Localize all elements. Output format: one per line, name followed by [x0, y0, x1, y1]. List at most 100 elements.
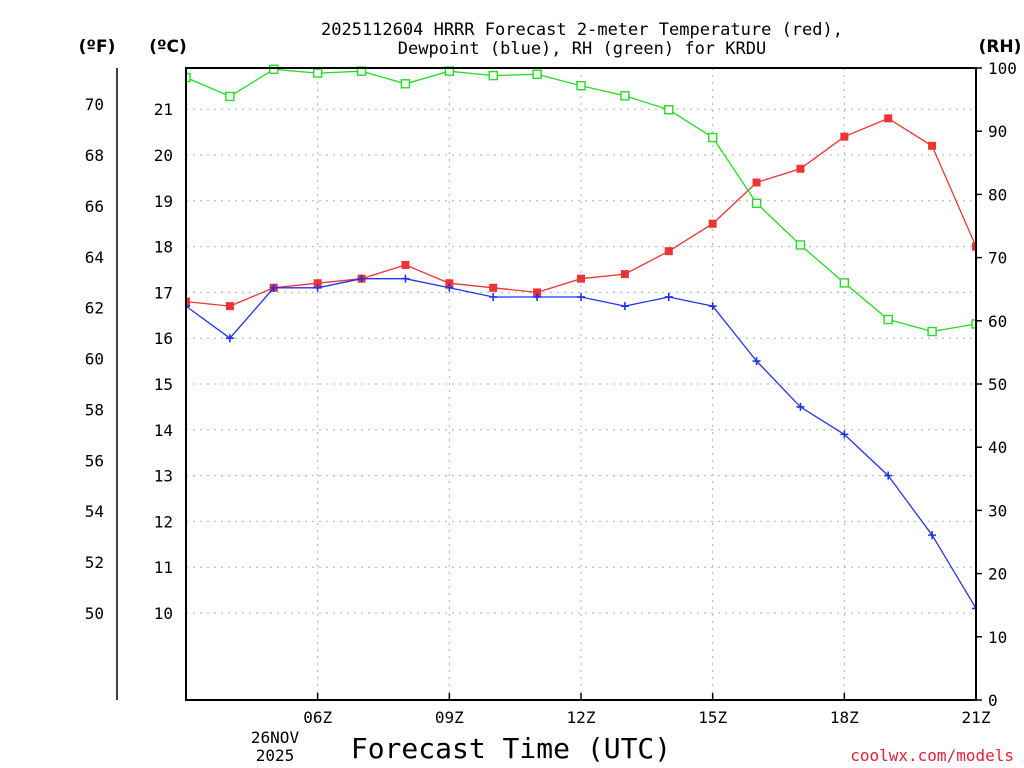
time-tick-label: 21Z	[962, 708, 991, 727]
temperature-point	[840, 132, 849, 141]
rh-point	[620, 91, 630, 101]
temperature-point	[533, 288, 542, 297]
time-tick-label: 15Z	[698, 708, 727, 727]
fahrenheit-tick-label: 66	[85, 197, 104, 216]
rh-point	[971, 319, 976, 329]
dewpoint-point	[533, 292, 542, 301]
celsius-tick-label: 16	[154, 329, 173, 348]
temperature-point	[972, 242, 976, 251]
rh-point	[664, 105, 674, 115]
dewpoint-point	[752, 357, 761, 366]
rh-tick-label: 10	[988, 628, 1007, 647]
series-group	[186, 64, 1024, 654]
chart-title-line-1: 2025112604 HRRR Forecast 2-meter Tempera…	[321, 20, 843, 40]
celsius-unit-label: (ºC)	[149, 37, 187, 57]
rh-tick-label: 40	[988, 438, 1007, 457]
time-tick-label: 18Z	[830, 708, 859, 727]
rh-point	[883, 314, 893, 325]
fahrenheit-tick-label: 70	[85, 95, 104, 114]
fahrenheit-tick-label: 50	[85, 604, 104, 623]
rh-point	[269, 64, 279, 74]
dewpoint-point	[445, 283, 454, 292]
fahrenheit-tick-label: 68	[85, 146, 104, 165]
rh-point	[927, 326, 937, 337]
x-axis-title: Forecast Time (UTC)	[351, 732, 671, 765]
celsius-tick-label: 12	[154, 512, 173, 531]
dewpoint-point	[401, 274, 410, 283]
rh-point	[795, 240, 806, 250]
date-label-year: 2025	[256, 746, 295, 765]
celsius-axis-ticks: 10 11 12 13 14 15 16 17 18 19 20 21	[154, 100, 173, 623]
celsius-tick-label: 14	[154, 421, 173, 440]
fahrenheit-tick-label: 52	[85, 553, 104, 572]
fahrenheit-tick-label: 58	[85, 400, 104, 419]
celsius-tick-label: 10	[154, 604, 173, 623]
rh-point	[225, 91, 235, 102]
fahrenheit-unit-label: (ºF)	[79, 37, 116, 57]
rh-tick-label: 50	[988, 375, 1007, 394]
dewpoint-point	[928, 531, 937, 540]
rh-tick-label: 60	[988, 312, 1007, 331]
rh-point	[707, 132, 718, 143]
temperature-point	[620, 270, 629, 279]
temperature-point	[445, 279, 454, 288]
temperature-point	[577, 274, 585, 283]
dewpoint-point	[1016, 646, 1024, 654]
fahrenheit-tick-label: 60	[85, 350, 104, 369]
celsius-tick-label: 19	[154, 192, 173, 211]
rh-point	[839, 278, 850, 288]
time-tick-label: 06Z	[303, 708, 332, 727]
rh-point	[186, 72, 191, 83]
fahrenheit-tick-label: 56	[85, 451, 104, 470]
celsius-tick-label: 20	[154, 146, 173, 165]
fahrenheit-tick-label: 64	[85, 248, 104, 267]
grid-lines	[186, 68, 977, 700]
credit-label: coolwx.com/models	[850, 746, 1014, 765]
dewpoint-point	[269, 283, 278, 292]
dewpoint-point	[796, 402, 805, 411]
rh-point	[1016, 314, 1024, 322]
rh-line	[186, 68, 976, 333]
rh-point	[576, 80, 586, 91]
dewpoint-point	[972, 604, 976, 613]
celsius-tick-label: 21	[154, 100, 173, 119]
rh-tick-label: 30	[988, 501, 1007, 520]
dewpoint-point	[489, 292, 498, 301]
data-series	[186, 64, 1024, 654]
rh-tick-label: 0	[988, 691, 998, 710]
celsius-tick-label: 15	[154, 375, 173, 394]
dewpoint-point	[357, 274, 366, 283]
dewpoint-point	[664, 292, 673, 301]
temperature-point	[928, 141, 937, 150]
dewpoint-point	[577, 292, 585, 301]
temperature-point	[1016, 311, 1024, 319]
chart-title-line-2: Dewpoint (blue), RH (green) for KRDU	[398, 39, 766, 59]
temperature-point	[489, 283, 498, 292]
temperature-point	[313, 279, 322, 288]
celsius-tick-label: 11	[154, 558, 173, 577]
date-label-day: 26NOV	[251, 728, 300, 747]
time-tick-label: 09Z	[435, 708, 464, 727]
temperature-point	[796, 164, 805, 173]
temperature-point	[401, 260, 410, 269]
fahrenheit-tick-label: 54	[85, 502, 104, 521]
temperature-point	[708, 219, 717, 228]
rh-point	[532, 69, 542, 80]
dewpoint-point	[313, 283, 322, 292]
dewpoint-point	[840, 430, 849, 439]
celsius-tick-label: 18	[154, 238, 173, 257]
time-axis-ticks: 06Z 09Z 12Z 15Z 18Z 21Z	[303, 693, 991, 727]
temperature-point	[664, 247, 673, 256]
time-tick-label: 12Z	[567, 708, 596, 727]
dewpoint-line	[186, 278, 976, 610]
dewpoint-point	[884, 471, 893, 480]
fahrenheit-axis-ticks: 50 52 54 56 58 60 62 64 66 68 70	[85, 95, 104, 623]
temperature-point	[225, 302, 234, 311]
dewpoint-point	[708, 302, 717, 311]
temperature-line	[186, 117, 976, 307]
rh-point	[312, 68, 323, 78]
rh-tick-label: 90	[988, 122, 1007, 141]
dewpoint-point	[225, 334, 234, 343]
rh-point	[400, 79, 411, 89]
